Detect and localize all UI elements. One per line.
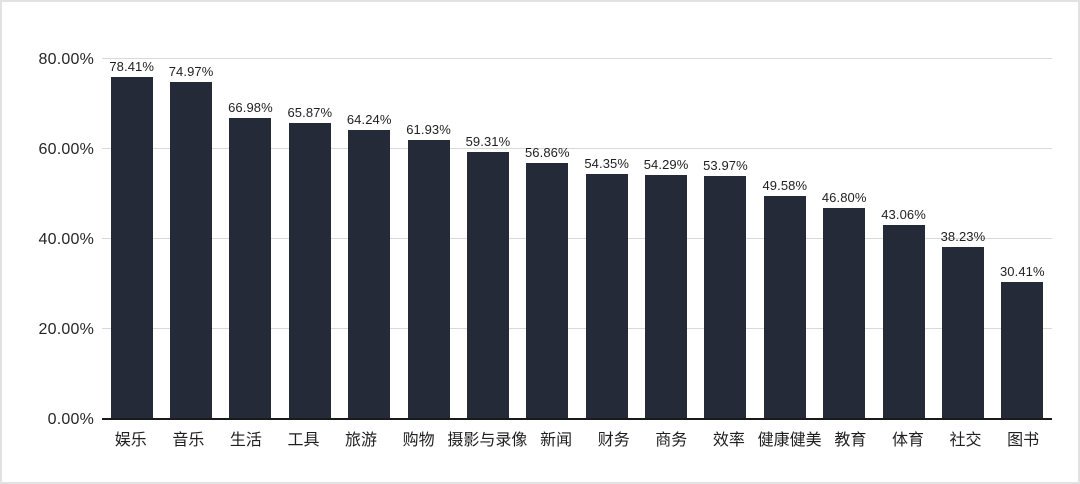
bar-value-label: 54.29% — [643, 156, 689, 172]
x-axis-label-工具: 工具 — [287, 432, 320, 449]
bar-value-label: 61.93% — [406, 122, 451, 138]
bar-slot-娱乐: 78.41% — [102, 59, 161, 419]
x-axis-label-旅游: 旅游 — [345, 432, 378, 449]
bar-商务[interactable] — [645, 174, 688, 419]
bar-value-label: 43.06% — [881, 207, 926, 223]
bar-value-label: 54.35% — [584, 156, 630, 172]
bar-value-label: 65.87% — [287, 104, 333, 120]
bar-健康健美[interactable] — [763, 195, 806, 419]
x-axis-label-购物: 购物 — [402, 432, 435, 449]
bar-value-label: 64.24% — [346, 111, 392, 127]
x-axis-label-效率: 效率 — [712, 432, 745, 449]
y-axis-tick-label: 20.00% — [38, 321, 94, 338]
x-axis-label-社交: 社交 — [949, 432, 982, 449]
bar-slot-社交: 38.23% — [933, 59, 992, 419]
bar-value-label: 59.31% — [465, 134, 511, 150]
bar-slot-教育: 46.80% — [815, 59, 874, 419]
x-axis-label-教育: 教育 — [834, 432, 867, 449]
bar-series: 78.41% 74.97% 66.98% 65.87% 64.24% 61.93% 59.3… — [102, 59, 1052, 419]
bar-娱乐[interactable] — [110, 77, 153, 419]
plot-area: 78.41% 74.97% 66.98% 65.87% 64.24% 61.93% 59.3… — [102, 58, 1052, 420]
bar-新闻[interactable] — [526, 163, 569, 419]
bar-音乐[interactable] — [170, 81, 213, 419]
bar-生活[interactable] — [229, 117, 272, 419]
bar-slot-新闻: 56.86% — [518, 59, 577, 419]
x-axis-label-图书: 图书 — [1007, 432, 1040, 449]
bar-slot-音乐: 74.97% — [161, 59, 220, 419]
bar-value-label: 49.58% — [762, 177, 808, 193]
y-axis-tick-label: 40.00% — [38, 231, 94, 248]
x-axis-label-健康健美: 健康健美 — [757, 432, 822, 449]
bar-value-label: 38.23% — [940, 228, 986, 244]
bar-教育[interactable] — [823, 208, 866, 419]
bar-slot-购物: 61.93% — [399, 59, 458, 419]
gridline-60 — [102, 148, 1052, 149]
gridline-40 — [102, 238, 1052, 239]
bar-slot-旅游: 64.24% — [340, 59, 399, 419]
bar-图书[interactable] — [1001, 282, 1044, 419]
bar-工具[interactable] — [288, 122, 331, 419]
bar-slot-效率: 53.97% — [696, 59, 755, 419]
bar-value-label: 56.86% — [524, 145, 570, 161]
bar-社交[interactable] — [941, 246, 984, 419]
bar-value-label: 74.97% — [168, 63, 214, 79]
y-axis-tick-label: 80.00% — [38, 51, 94, 68]
bar-体育[interactable] — [882, 225, 925, 419]
x-axis-label-商务: 商务 — [655, 432, 688, 449]
bar-购物[interactable] — [407, 140, 450, 419]
bar-value-label: 78.41% — [109, 59, 155, 74]
bar-财务[interactable] — [585, 174, 628, 419]
x-axis-labels: 娱乐 音乐 生活 工具 旅游 购物 摄影与录像 新闻 财务 商务 效率 健康健美 教育 体育 社交 图书 — [102, 426, 1052, 450]
x-axis-label-娱乐: 娱乐 — [114, 432, 147, 449]
bar-slot-财务: 54.35% — [577, 59, 636, 419]
bar-value-label: 30.41% — [999, 264, 1045, 280]
bar-slot-摄影与录像: 59.31% — [458, 59, 517, 419]
bar-value-label: 53.97% — [703, 158, 748, 174]
x-axis-label-生活: 生活 — [229, 432, 262, 449]
x-axis-line — [102, 418, 1052, 420]
x-axis-label-体育: 体育 — [891, 432, 924, 449]
x-axis-label-摄影与录像: 摄影与录像 — [447, 432, 528, 449]
y-axis-tick-label: 0.00% — [47, 411, 94, 428]
bar-效率[interactable] — [704, 176, 747, 419]
x-axis-label-新闻: 新闻 — [540, 432, 573, 449]
bar-slot-体育: 43.06% — [874, 59, 933, 419]
x-axis-label-财务: 财务 — [597, 432, 630, 449]
bar-slot-图书: 30.41% — [993, 59, 1052, 419]
y-axis-tick-label: 60.00% — [38, 141, 94, 158]
bar-slot-生活: 66.98% — [221, 59, 280, 419]
bar-旅游[interactable] — [348, 129, 391, 419]
x-axis-label-音乐: 音乐 — [172, 432, 205, 449]
bar-slot-工具: 65.87% — [280, 59, 339, 419]
bar-slot-健康健美: 49.58% — [755, 59, 814, 419]
bar-摄影与录像[interactable] — [466, 152, 509, 419]
bar-value-label: 66.98% — [228, 99, 273, 115]
gridline-20 — [102, 328, 1052, 329]
bar-slot-商务: 54.29% — [636, 59, 695, 419]
gridline-80 — [102, 58, 1052, 59]
bar-value-label: 46.80% — [821, 190, 867, 206]
y-axis-labels: 0.00% 20.00% 40.00% 60.00% 80.00% — [2, 51, 94, 428]
